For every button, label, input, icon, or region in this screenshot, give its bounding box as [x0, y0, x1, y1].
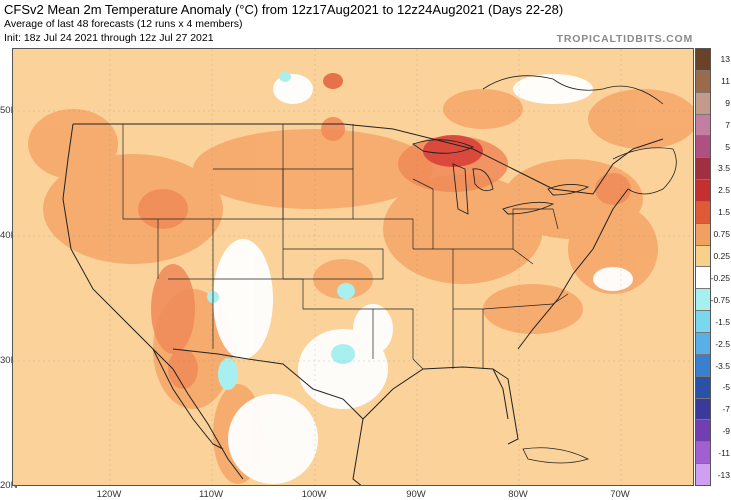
map-subtitle: Average of last 48 forecasts (12 runs x … [4, 18, 243, 30]
colorbar-swatch [696, 398, 710, 421]
lon-label-90w: 90W [406, 489, 426, 500]
neutral-anomaly-shading [213, 74, 633, 484]
colorbar-swatch [696, 114, 710, 137]
colorbar-swatch [696, 420, 710, 443]
coastlines-and-borders [62, 75, 677, 485]
colorbar-tick-label: -2.5 [715, 338, 730, 349]
hot-anomaly-core [423, 135, 483, 167]
lat-lon-gridlines [13, 49, 693, 485]
colorbar-swatch [696, 223, 710, 246]
colorbar-tick-label: 13 [720, 53, 730, 64]
colorbar-swatch [696, 464, 710, 485]
colorbar-tick-label: 0.75 [713, 229, 730, 240]
hot-anomaly-spot [323, 73, 343, 89]
lat-label-50n: 50N [0, 105, 18, 116]
colorbar-swatch [696, 180, 710, 202]
lat-label-30n: 30N [0, 355, 18, 366]
colorbar-swatch [696, 49, 710, 71]
map-canvas [13, 49, 693, 485]
colorbar-tick-label: -13 [717, 470, 730, 481]
colorbar-tick-label: -5 [722, 382, 730, 393]
brand-watermark: TROPICALTIDBITS.COM [556, 33, 693, 45]
lon-label-80w: 80W [508, 489, 528, 500]
map-title: CFSv2 Mean 2m Temperature Anomaly (°C) f… [4, 2, 564, 17]
title-block: CFSv2 Mean 2m Temperature Anomaly (°C) f… [4, 2, 694, 45]
colorbar-tick-label: 9 [725, 97, 730, 108]
colorbar-tick-label: -0.75 [710, 294, 730, 305]
lon-label-100w: 100W [301, 489, 327, 500]
colorbar-tick-label: 1.5 [718, 207, 730, 218]
colorbar-labels: 13 11 9 7 5 3.5 2.5 1.5 0.75 0.25 -0.25 -0.75 -1.5 -2… [710, 48, 730, 486]
colorbar-tick-label: 2.5 [718, 185, 730, 196]
colorbar-tick-label: 3.5 [718, 163, 730, 174]
colorbar-tick-label: -3.5 [715, 360, 730, 371]
cool-anomaly-shading [207, 72, 355, 390]
lon-label-120w: 120W [96, 489, 122, 500]
anomaly-map [12, 48, 694, 486]
lat-label-40n: 40N [0, 230, 18, 241]
colorbar-tick-label: -1.5 [715, 316, 730, 327]
colorbar-swatch [696, 136, 710, 159]
colorbar-tick-label: 0.25 [713, 251, 730, 262]
colorbar-swatch [696, 201, 710, 224]
colorbar-swatch [696, 267, 710, 290]
colorbar-tick-label: -9 [722, 426, 730, 437]
colorbar-swatch [696, 92, 710, 115]
colorbar-swatch [696, 289, 710, 312]
colorbar-swatch [696, 332, 710, 355]
lon-label-70w: 70W [610, 489, 630, 500]
init-line: Init: 18z Jul 24 2021 through 12z Jul 27… [4, 32, 214, 44]
colorbar-tick-label: -7 [722, 404, 730, 415]
colorbar-tick-label: -11 [718, 448, 730, 459]
colorbar-swatch [696, 158, 710, 181]
colorbar-swatch [696, 245, 710, 268]
colorbar [695, 48, 711, 486]
colorbar-tick-label: -0.25 [710, 272, 730, 283]
colorbar-swatch [696, 70, 710, 93]
colorbar-swatch [696, 354, 710, 377]
colorbar-swatch [696, 376, 710, 399]
colorbar-swatch [696, 442, 710, 465]
colorbar-tick-label: 5 [725, 141, 730, 152]
colorbar-tick-label: 11 [721, 75, 730, 86]
lat-label-20n: 20N [0, 480, 18, 491]
colorbar-tick-label: 7 [725, 119, 730, 130]
colorbar-swatch [696, 311, 710, 333]
lon-label-110w: 110W [198, 489, 224, 500]
